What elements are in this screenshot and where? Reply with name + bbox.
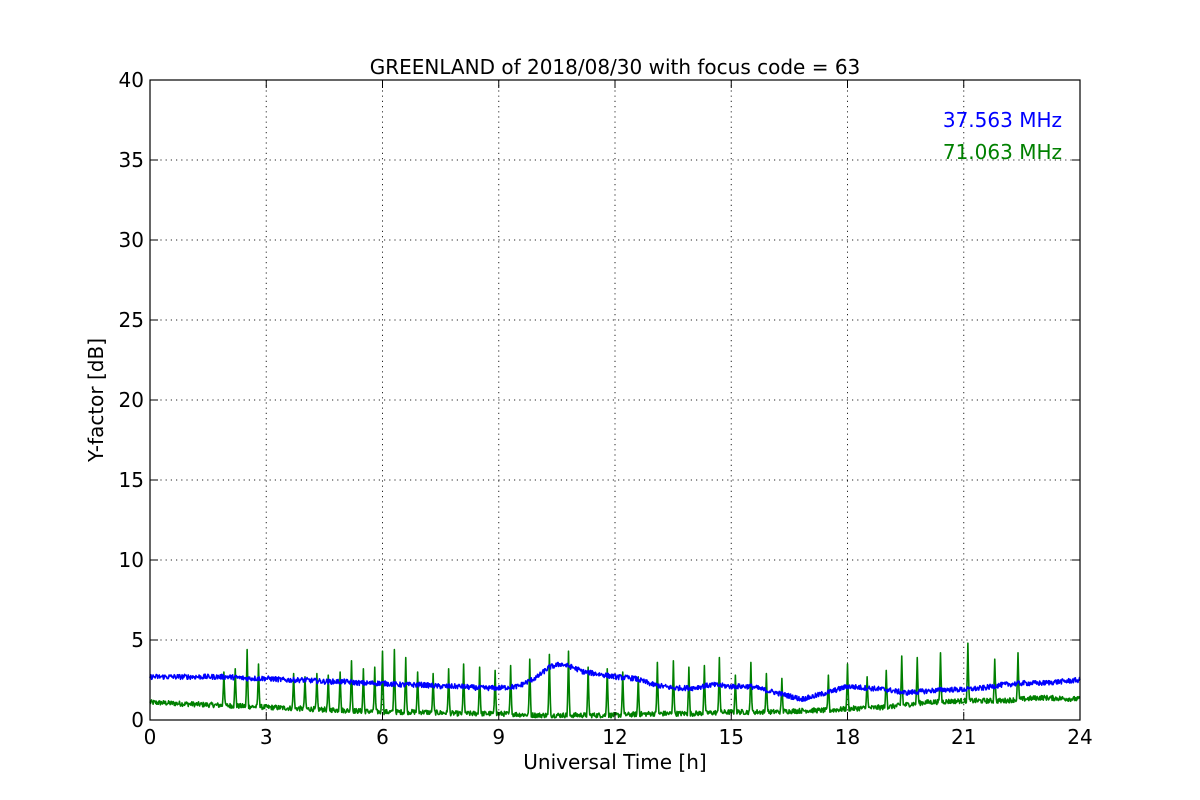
ticks-layer: 0 3 6 9 12 15 18 21 24 0 5 10 15 20 25 30 35 40 xyxy=(119,68,1093,749)
y-tick-label: 15 xyxy=(119,468,144,492)
x-axis-label: Universal Time [h] xyxy=(523,750,706,774)
grid-layer xyxy=(150,80,1080,720)
legend-entry: 71.063 MHz xyxy=(943,140,1062,164)
y-tick-label: 5 xyxy=(131,628,144,652)
x-tick-label: 24 xyxy=(1067,725,1092,749)
chart-title: GREENLAND of 2018/08/30 with focus code … xyxy=(370,55,861,79)
x-tick-label: 3 xyxy=(260,725,273,749)
y-tick-label: 25 xyxy=(119,308,144,332)
y-axis-label: Y-factor [dB] xyxy=(84,338,108,463)
x-tick-label: 6 xyxy=(376,725,389,749)
y-tick-label: 40 xyxy=(119,68,144,92)
series-line xyxy=(149,661,1081,703)
y-tick-label: 30 xyxy=(119,228,144,252)
x-tick-label: 15 xyxy=(719,725,744,749)
y-tick-label: 0 xyxy=(131,708,144,732)
x-tick-label: 12 xyxy=(602,725,627,749)
x-tick-label: 9 xyxy=(492,725,505,749)
y-tick-label: 20 xyxy=(119,388,144,412)
y-tick-label: 10 xyxy=(119,548,144,572)
y-tick-label: 35 xyxy=(119,148,144,172)
legend: 37.563 MHz 71.063 MHz xyxy=(943,108,1062,164)
x-tick-label: 18 xyxy=(835,725,860,749)
x-tick-label: 21 xyxy=(951,725,976,749)
x-tick-label: 0 xyxy=(144,725,157,749)
legend-entry: 37.563 MHz xyxy=(943,108,1062,132)
